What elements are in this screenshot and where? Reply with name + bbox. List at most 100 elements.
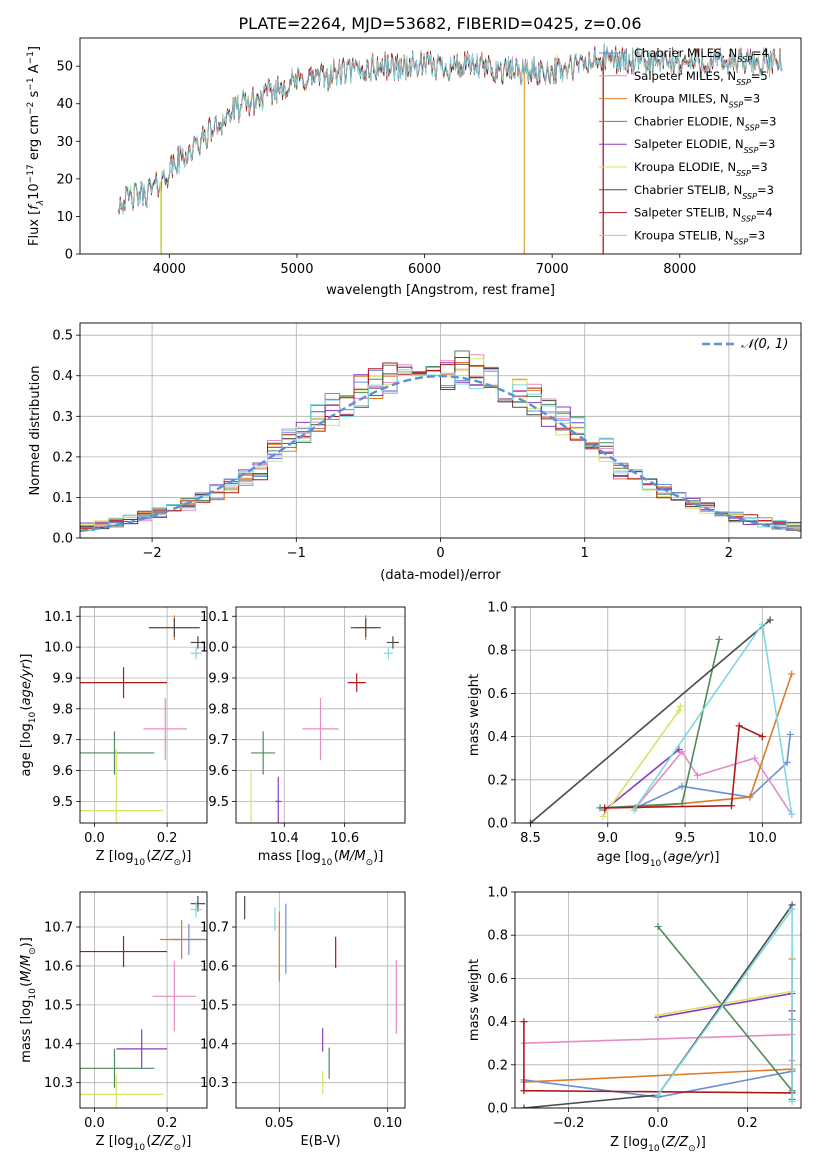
y-tick-label: 9.6 <box>52 764 73 779</box>
y-tick-label: 9.6 <box>208 764 229 779</box>
x-tick-label: 4000 <box>153 262 186 277</box>
weight-point-kroupa_elodie <box>676 702 684 710</box>
axes-frame <box>79 322 802 539</box>
axes-frame <box>79 606 208 824</box>
y-tick-label: 30 <box>56 135 73 150</box>
mass_vs_z-panel: 0.0 0.2 10.3 10.4 10.5 10.6 10.7 Z [log10 (Z/Z⊙… <box>19 891 208 1153</box>
y-tick-label: 9.7 <box>52 733 73 748</box>
x-tick-label: 0.0 <box>648 1116 669 1131</box>
weight-point-kroupa_elodie <box>599 813 607 821</box>
weight-point-salpeter_miles <box>693 771 701 779</box>
y-tick-label: 0.6 <box>487 972 508 987</box>
x-tick-label: 0.0 <box>84 831 105 846</box>
y-tick-label: 0.4 <box>487 730 508 745</box>
y-tick-label: 0.5 <box>52 329 73 344</box>
x-tick-label: 0.2 <box>157 831 178 846</box>
axes-frame <box>235 606 406 824</box>
y-tick-label: 40 <box>56 97 73 112</box>
y-tick-label: 0.2 <box>487 1058 508 1073</box>
x-tick-label: 0.2 <box>737 1116 758 1131</box>
residuals-plot-area <box>80 350 801 538</box>
y-tick-label: 0.3 <box>52 410 73 425</box>
y-tick-label: 0.2 <box>487 773 508 788</box>
mass_weight_vs_z-panel: −0.2 0.0 0.2 0.0 0.2 0.4 0.6 0.8 1.0 Z [log10 (Z/… <box>467 886 802 1154</box>
x-tick-label: 8.5 <box>520 831 541 846</box>
spectrum-line-kroupa_stelib <box>117 43 783 216</box>
x-axis-label: age [log10 (age/yr)] <box>597 850 720 869</box>
y-tick-label: 1.0 <box>487 886 508 901</box>
x-tick-label: 9.5 <box>675 831 696 846</box>
legend-label: Salpeter ELODIE, NSSP=3 <box>634 137 775 155</box>
legend-label: Salpeter MILES, NSSP=5 <box>634 69 768 87</box>
x-axis-label: mass [log10 (M/M⊙)] <box>258 849 384 868</box>
y-tick-label: 10.4 <box>44 1037 73 1052</box>
axes-frame <box>79 37 802 255</box>
legend-label: Chabrier STELIB, NSSP=3 <box>634 183 774 201</box>
weight-point-chabrier_stelib <box>526 819 534 823</box>
x-axis-label: Z [log10 (Z/Z⊙)] <box>610 1135 706 1154</box>
y-axis-label: Flux [fλ10−17 erg cm−2 s−1 A−1] <box>26 46 46 246</box>
x-tick-label: 7000 <box>536 262 569 277</box>
weight-point-kroupa_elodie <box>654 1011 662 1019</box>
x-tick-label: 6000 <box>408 262 441 277</box>
y-tick-label: 0.0 <box>52 532 73 547</box>
weight-line-kroupa_stelib <box>633 622 793 815</box>
age_vs_z-plot-area <box>80 615 206 823</box>
weight-point-kroupa_stelib <box>630 806 638 814</box>
x-tick-label: 0.0 <box>84 1116 105 1131</box>
mass_weight_vs_age-panel: 8.5 9.0 9.5 10.0 0.0 0.2 0.4 0.6 0.8 1.0 age [log1… <box>467 601 802 869</box>
y-tick-label: 0.4 <box>52 369 73 384</box>
weight-point-salpeter_miles <box>751 754 759 762</box>
weight-point-kroupa_stelib <box>654 1091 662 1099</box>
axes-frame <box>79 891 208 1109</box>
age_vs_mass-plot-area <box>248 615 399 823</box>
weight-line-salpeter_elodie <box>657 992 793 1019</box>
y-tick-label: 0.1 <box>52 491 73 506</box>
weight-point-chabrier_stelib <box>520 1104 528 1108</box>
y-tick-label: 0.0 <box>487 817 508 832</box>
weight-line-salpeter_stelib <box>604 724 763 809</box>
weight-point-kroupa_stelib <box>788 1098 796 1106</box>
x-tick-label: 0.10 <box>373 1116 402 1131</box>
x-tick-label: 10.0 <box>748 831 777 846</box>
legend-label: Kroupa ELODIE, NSSP=3 <box>634 160 768 178</box>
mass_vs_ebv-panel: 0.05 0.10 10.3 10.4 10.5 10.6 10.7 E(B-V) <box>200 891 406 1149</box>
y-tick-label: 9.9 <box>208 671 229 686</box>
y-tick-label: 10.7 <box>200 921 229 936</box>
y-tick-label: 9.8 <box>52 702 73 717</box>
residuals-panel: −2 −1 0 1 2 0.0 0.1 0.2 0.3 0.4 0.5 (data-model)/er… <box>28 322 802 583</box>
weight-point-salpeter_stelib <box>758 733 766 741</box>
y-tick-label: 10 <box>56 210 73 225</box>
x-axis-label: E(B-V) <box>300 1134 340 1149</box>
x-axis-label: Z [log10 (Z/Z⊙)] <box>96 1134 192 1153</box>
weight-point-salpeter_stelib <box>601 804 609 812</box>
y-axis-label: mass weight <box>467 959 482 1041</box>
y-tick-label: 10.0 <box>44 641 73 656</box>
weight-line-chabrier_elodie <box>599 639 720 809</box>
weight-point-salpeter_stelib <box>727 802 735 810</box>
weight-point-chabrier_miles <box>783 759 791 767</box>
weight-point-salpeter_stelib <box>520 1018 528 1026</box>
y-tick-label: 0.0 <box>487 1102 508 1117</box>
x-tick-label: −2 <box>143 546 162 561</box>
x-axis-label: Z [log10 (Z/Z⊙)] <box>96 849 192 868</box>
spectrum-panel: 4000 5000 6000 7000 8000 0 10 20 30 40 50 wavelengt… <box>26 37 802 298</box>
mass_vs_z-plot-area <box>80 895 207 1108</box>
y-axis-label: mass [log10 (M/M⊙)] <box>19 937 38 1063</box>
legend-label: Salpeter STELIB, NSSP=4 <box>634 206 773 224</box>
legend-label: Chabrier ELODIE, NSSP=3 <box>634 114 776 131</box>
y-tick-label: 10.3 <box>200 1076 229 1091</box>
age_vs_mass-panel: 10.4 10.6 9.5 9.6 9.7 9.8 9.9 10.0 10.1 mass [log… <box>200 606 406 868</box>
weight-point-chabrier_elodie <box>654 923 662 931</box>
x-tick-label: 1 <box>581 546 589 561</box>
y-tick-label: 10.5 <box>200 998 229 1013</box>
weight-line-chabrier_stelib <box>529 619 771 823</box>
mass_weight_vs_z-plot-area <box>520 901 796 1108</box>
weight-point-kroupa_elodie <box>675 707 683 715</box>
y-tick-label: 10.4 <box>200 1037 229 1052</box>
y-tick-label: 10.0 <box>200 641 229 656</box>
spectrum-plot-area <box>117 42 783 254</box>
legend-label: Kroupa STELIB, NSSP=3 <box>634 228 765 246</box>
axes-frame <box>514 891 802 1109</box>
